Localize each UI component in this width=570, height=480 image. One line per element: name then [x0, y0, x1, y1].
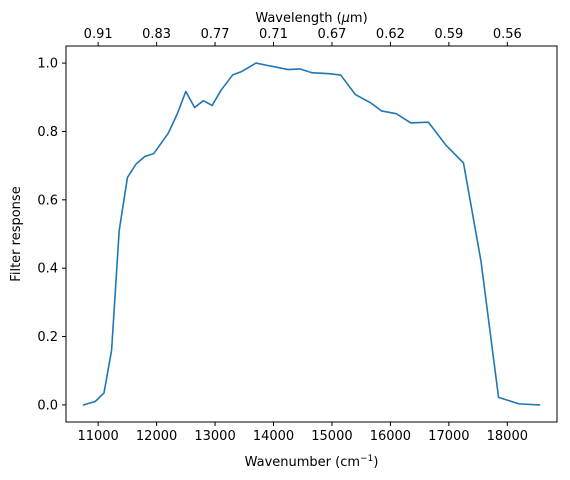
top-tick-label: 0.91: [84, 27, 113, 42]
top-tick-label: 0.67: [317, 27, 346, 42]
top-axis-label: Wavelength (μm): [255, 11, 367, 26]
x-tick-label: 14000: [253, 429, 294, 444]
series-layer: [82, 62, 541, 406]
filter-response-line: [82, 62, 541, 406]
x-tick-label: 12000: [136, 429, 177, 444]
y-tick-label: 0.0: [37, 398, 58, 413]
x-tick-label: 18000: [487, 429, 528, 444]
y-tick-label: 0.6: [37, 193, 58, 208]
x-tick-label: 16000: [370, 429, 411, 444]
y-tick-label: 1.0: [37, 57, 58, 72]
y-axis-label: Filter response: [9, 186, 24, 281]
x-tick-label: 17000: [428, 429, 469, 444]
x-tick-label: 15000: [311, 429, 352, 444]
y-tick-label: 0.8: [37, 125, 58, 140]
x-tick-label: 11000: [77, 429, 118, 444]
plot-frame: [65, 45, 558, 423]
top-tick-label: 0.59: [434, 27, 463, 42]
y-tick-label: 0.2: [37, 330, 58, 345]
y-tick-label: 0.4: [37, 262, 58, 277]
ticks-layer: 11000 12000 13000 14000 15000 16000 17000 18000…: [37, 27, 528, 444]
top-tick-label: 0.83: [142, 27, 171, 42]
x-axis-label: Wavenumber (cm−1): [245, 454, 379, 470]
top-tick-label: 0.77: [201, 27, 230, 42]
top-tick-label: 0.56: [493, 27, 522, 42]
top-tick-label: 0.71: [259, 27, 288, 42]
x-tick-label: 13000: [194, 429, 235, 444]
top-tick-label: 0.62: [376, 27, 405, 42]
